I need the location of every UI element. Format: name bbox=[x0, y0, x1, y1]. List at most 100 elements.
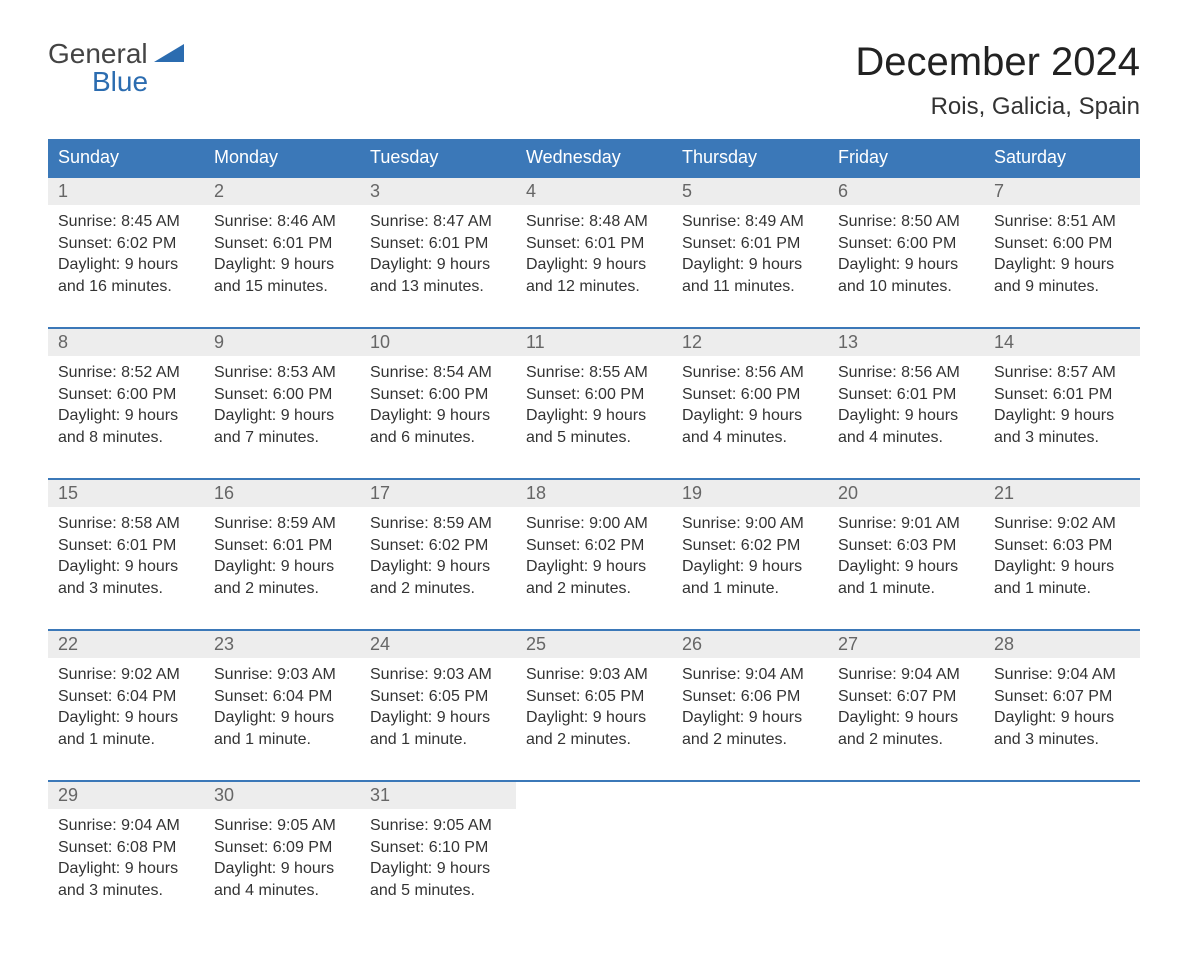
day-cell: 11Sunrise: 8:55 AMSunset: 6:00 PMDayligh… bbox=[516, 329, 672, 464]
day-cell: 15Sunrise: 8:58 AMSunset: 6:01 PMDayligh… bbox=[48, 480, 204, 615]
day-number: 11 bbox=[516, 329, 672, 356]
day-body: Sunrise: 8:59 AMSunset: 6:02 PMDaylight:… bbox=[360, 507, 516, 615]
day-number: 17 bbox=[360, 480, 516, 507]
day-number: 28 bbox=[984, 631, 1140, 658]
day-body: Sunrise: 8:53 AMSunset: 6:00 PMDaylight:… bbox=[204, 356, 360, 464]
brand-word-2: Blue bbox=[92, 68, 184, 96]
day-cell: 20Sunrise: 9:01 AMSunset: 6:03 PMDayligh… bbox=[828, 480, 984, 615]
day-number: 12 bbox=[672, 329, 828, 356]
day-body: Sunrise: 9:02 AMSunset: 6:03 PMDaylight:… bbox=[984, 507, 1140, 615]
day-cell: 28Sunrise: 9:04 AMSunset: 6:07 PMDayligh… bbox=[984, 631, 1140, 766]
week-row: 15Sunrise: 8:58 AMSunset: 6:01 PMDayligh… bbox=[48, 478, 1140, 615]
day-number: 15 bbox=[48, 480, 204, 507]
day-header: Sunday bbox=[48, 139, 204, 176]
day-body: Sunrise: 9:02 AMSunset: 6:04 PMDaylight:… bbox=[48, 658, 204, 766]
day-number: 31 bbox=[360, 782, 516, 809]
day-cell: 3Sunrise: 8:47 AMSunset: 6:01 PMDaylight… bbox=[360, 178, 516, 313]
day-number bbox=[828, 782, 984, 809]
day-number: 1 bbox=[48, 178, 204, 205]
day-number: 25 bbox=[516, 631, 672, 658]
day-cell: 1Sunrise: 8:45 AMSunset: 6:02 PMDaylight… bbox=[48, 178, 204, 313]
title-block: December 2024 Rois, Galicia, Spain bbox=[855, 40, 1140, 121]
day-body: Sunrise: 9:00 AMSunset: 6:02 PMDaylight:… bbox=[516, 507, 672, 615]
week-row: 1Sunrise: 8:45 AMSunset: 6:02 PMDaylight… bbox=[48, 176, 1140, 313]
day-cell: 8Sunrise: 8:52 AMSunset: 6:00 PMDaylight… bbox=[48, 329, 204, 464]
day-cell: 4Sunrise: 8:48 AMSunset: 6:01 PMDaylight… bbox=[516, 178, 672, 313]
day-body: Sunrise: 8:51 AMSunset: 6:00 PMDaylight:… bbox=[984, 205, 1140, 313]
logo-flag-icon bbox=[154, 44, 184, 64]
day-body bbox=[828, 809, 984, 917]
day-header: Monday bbox=[204, 139, 360, 176]
day-body: Sunrise: 9:04 AMSunset: 6:07 PMDaylight:… bbox=[984, 658, 1140, 766]
day-body bbox=[516, 809, 672, 917]
day-number: 19 bbox=[672, 480, 828, 507]
day-body: Sunrise: 8:47 AMSunset: 6:01 PMDaylight:… bbox=[360, 205, 516, 313]
day-body: Sunrise: 9:05 AMSunset: 6:09 PMDaylight:… bbox=[204, 809, 360, 917]
day-cell: 21Sunrise: 9:02 AMSunset: 6:03 PMDayligh… bbox=[984, 480, 1140, 615]
day-body: Sunrise: 8:57 AMSunset: 6:01 PMDaylight:… bbox=[984, 356, 1140, 464]
day-number: 13 bbox=[828, 329, 984, 356]
day-number: 4 bbox=[516, 178, 672, 205]
day-header: Thursday bbox=[672, 139, 828, 176]
day-body: Sunrise: 8:50 AMSunset: 6:00 PMDaylight:… bbox=[828, 205, 984, 313]
day-cell bbox=[672, 782, 828, 917]
brand-word-1: General bbox=[48, 40, 148, 68]
day-number: 5 bbox=[672, 178, 828, 205]
day-number: 24 bbox=[360, 631, 516, 658]
day-number: 10 bbox=[360, 329, 516, 356]
page-header: General Blue December 2024 Rois, Galicia… bbox=[48, 40, 1140, 121]
day-number: 23 bbox=[204, 631, 360, 658]
day-header: Friday bbox=[828, 139, 984, 176]
day-body: Sunrise: 9:05 AMSunset: 6:10 PMDaylight:… bbox=[360, 809, 516, 917]
day-cell: 12Sunrise: 8:56 AMSunset: 6:00 PMDayligh… bbox=[672, 329, 828, 464]
day-body: Sunrise: 9:03 AMSunset: 6:05 PMDaylight:… bbox=[516, 658, 672, 766]
day-number: 3 bbox=[360, 178, 516, 205]
day-body: Sunrise: 8:56 AMSunset: 6:00 PMDaylight:… bbox=[672, 356, 828, 464]
day-header-row: SundayMondayTuesdayWednesdayThursdayFrid… bbox=[48, 139, 1140, 176]
day-number: 29 bbox=[48, 782, 204, 809]
month-title: December 2024 bbox=[855, 40, 1140, 85]
day-body: Sunrise: 8:58 AMSunset: 6:01 PMDaylight:… bbox=[48, 507, 204, 615]
calendar: SundayMondayTuesdayWednesdayThursdayFrid… bbox=[48, 139, 1140, 917]
day-body: Sunrise: 9:03 AMSunset: 6:04 PMDaylight:… bbox=[204, 658, 360, 766]
weeks-container: 1Sunrise: 8:45 AMSunset: 6:02 PMDaylight… bbox=[48, 176, 1140, 917]
day-body: Sunrise: 9:00 AMSunset: 6:02 PMDaylight:… bbox=[672, 507, 828, 615]
day-cell bbox=[516, 782, 672, 917]
day-cell: 6Sunrise: 8:50 AMSunset: 6:00 PMDaylight… bbox=[828, 178, 984, 313]
day-number: 22 bbox=[48, 631, 204, 658]
day-body: Sunrise: 8:52 AMSunset: 6:00 PMDaylight:… bbox=[48, 356, 204, 464]
location-label: Rois, Galicia, Spain bbox=[855, 93, 1140, 121]
day-body: Sunrise: 9:04 AMSunset: 6:07 PMDaylight:… bbox=[828, 658, 984, 766]
day-number: 2 bbox=[204, 178, 360, 205]
day-header: Tuesday bbox=[360, 139, 516, 176]
day-cell: 31Sunrise: 9:05 AMSunset: 6:10 PMDayligh… bbox=[360, 782, 516, 917]
day-cell: 7Sunrise: 8:51 AMSunset: 6:00 PMDaylight… bbox=[984, 178, 1140, 313]
day-body: Sunrise: 8:49 AMSunset: 6:01 PMDaylight:… bbox=[672, 205, 828, 313]
day-body: Sunrise: 9:01 AMSunset: 6:03 PMDaylight:… bbox=[828, 507, 984, 615]
day-body: Sunrise: 9:04 AMSunset: 6:08 PMDaylight:… bbox=[48, 809, 204, 917]
day-cell: 17Sunrise: 8:59 AMSunset: 6:02 PMDayligh… bbox=[360, 480, 516, 615]
week-row: 8Sunrise: 8:52 AMSunset: 6:00 PMDaylight… bbox=[48, 327, 1140, 464]
day-body: Sunrise: 8:54 AMSunset: 6:00 PMDaylight:… bbox=[360, 356, 516, 464]
day-cell: 14Sunrise: 8:57 AMSunset: 6:01 PMDayligh… bbox=[984, 329, 1140, 464]
day-number: 21 bbox=[984, 480, 1140, 507]
day-cell: 18Sunrise: 9:00 AMSunset: 6:02 PMDayligh… bbox=[516, 480, 672, 615]
day-number: 20 bbox=[828, 480, 984, 507]
day-body: Sunrise: 9:03 AMSunset: 6:05 PMDaylight:… bbox=[360, 658, 516, 766]
day-cell: 26Sunrise: 9:04 AMSunset: 6:06 PMDayligh… bbox=[672, 631, 828, 766]
day-number: 30 bbox=[204, 782, 360, 809]
day-cell: 29Sunrise: 9:04 AMSunset: 6:08 PMDayligh… bbox=[48, 782, 204, 917]
day-cell: 19Sunrise: 9:00 AMSunset: 6:02 PMDayligh… bbox=[672, 480, 828, 615]
day-cell: 16Sunrise: 8:59 AMSunset: 6:01 PMDayligh… bbox=[204, 480, 360, 615]
day-number: 9 bbox=[204, 329, 360, 356]
day-cell: 27Sunrise: 9:04 AMSunset: 6:07 PMDayligh… bbox=[828, 631, 984, 766]
day-cell: 23Sunrise: 9:03 AMSunset: 6:04 PMDayligh… bbox=[204, 631, 360, 766]
day-body: Sunrise: 8:48 AMSunset: 6:01 PMDaylight:… bbox=[516, 205, 672, 313]
day-number: 18 bbox=[516, 480, 672, 507]
day-header: Saturday bbox=[984, 139, 1140, 176]
week-row: 29Sunrise: 9:04 AMSunset: 6:08 PMDayligh… bbox=[48, 780, 1140, 917]
day-cell: 10Sunrise: 8:54 AMSunset: 6:00 PMDayligh… bbox=[360, 329, 516, 464]
day-cell bbox=[828, 782, 984, 917]
week-row: 22Sunrise: 9:02 AMSunset: 6:04 PMDayligh… bbox=[48, 629, 1140, 766]
day-body bbox=[672, 809, 828, 917]
